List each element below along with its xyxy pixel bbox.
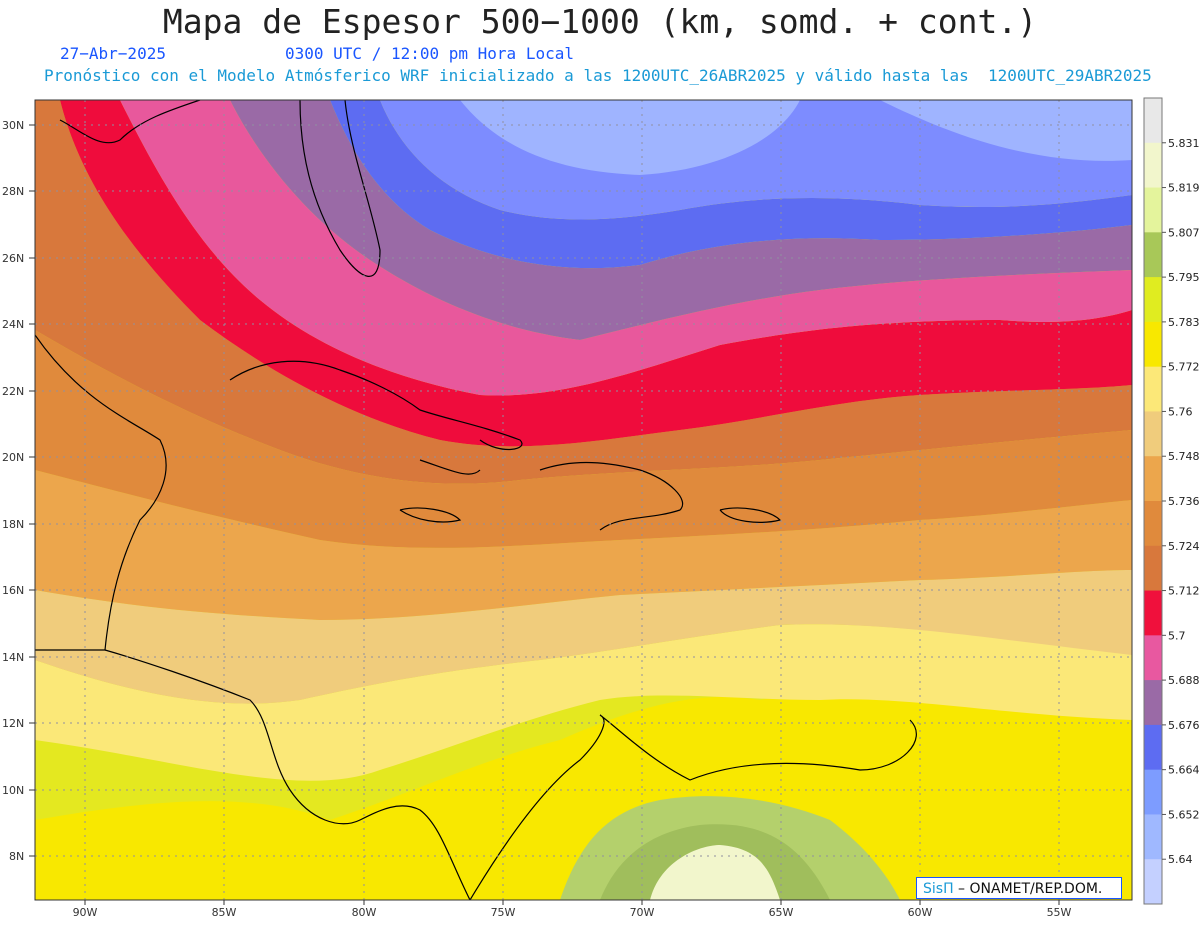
map-title: Mapa de Espesor 500−1000 (km, somd. + co…	[162, 2, 1038, 41]
band-purple	[230, 100, 1132, 340]
lat-label: 8N	[9, 850, 24, 863]
lat-label: 22N	[2, 385, 24, 398]
lat-label: 14N	[2, 651, 24, 664]
lon-label: 70W	[630, 906, 655, 919]
lon-labels: 90W 85W 80W 75W 70W 65W 60W 55W	[73, 906, 1072, 919]
legend-swatch	[1144, 680, 1162, 726]
legend-swatch	[1144, 724, 1162, 771]
lat-label: 28N	[2, 185, 24, 198]
band-light-blue	[460, 100, 1132, 175]
legend-swatch	[1144, 635, 1162, 681]
lat-label: 10N	[2, 784, 24, 797]
lon-ticks	[84, 900, 1060, 905]
band-pink	[120, 100, 1132, 396]
legend-swatch	[1144, 232, 1162, 278]
legend-label: 5.64	[1168, 853, 1193, 866]
band-light-yellow	[35, 624, 1132, 781]
time-label: 0300 UTC / 12:00 pm Hora Local	[285, 44, 574, 63]
legend-label: 5.819	[1168, 182, 1200, 195]
legend-swatch	[1144, 277, 1162, 323]
lon-label: 55W	[1047, 906, 1072, 919]
lat-label: 20N	[2, 451, 24, 464]
legend-swatch	[1144, 545, 1162, 592]
legend-swatch	[1144, 187, 1162, 233]
legend-swatch	[1144, 590, 1162, 636]
forecast-label: Pronóstico con el Modelo Atmósferico WRF…	[44, 66, 1152, 85]
legend-swatch	[1144, 321, 1162, 368]
band-orange	[35, 330, 1132, 548]
legend-label: 5.652	[1168, 808, 1200, 821]
lon-label: 60W	[908, 906, 933, 919]
lat-label: 26N	[2, 252, 24, 265]
band-blue	[330, 100, 1132, 269]
lat-ticks	[29, 124, 35, 857]
lon-label: 75W	[491, 906, 516, 919]
legend-swatch	[1144, 411, 1162, 457]
lat-label: 18N	[2, 518, 24, 531]
legend-swatch	[1144, 98, 1162, 144]
band-light-orange	[35, 470, 1132, 620]
legend-label: 5.772	[1168, 361, 1200, 374]
lat-label: 16N	[2, 584, 24, 597]
legend-label: 5.807	[1168, 226, 1200, 239]
legend-swatch	[1144, 769, 1162, 815]
lon-label: 65W	[769, 906, 794, 919]
lat-label: 30N	[2, 119, 24, 132]
legend-label: 5.664	[1168, 764, 1200, 777]
legend-swatch	[1144, 456, 1162, 502]
legend-label: 5.831	[1168, 137, 1200, 150]
legend-label: 5.724	[1168, 540, 1200, 553]
credit-brand: SisΠ	[923, 881, 954, 897]
legend-label: 5.676	[1168, 719, 1200, 732]
legend-swatch	[1144, 814, 1162, 860]
map-frame	[34, 99, 1133, 901]
credit-box: SisΠ – ONAMET/REP.DOM.	[916, 877, 1122, 899]
legend-label: 5.7	[1168, 629, 1186, 642]
credit-org: – ONAMET/REP.DOM.	[953, 881, 1103, 897]
legend-label: 5.76	[1168, 405, 1193, 418]
legend-label: 5.712	[1168, 585, 1200, 598]
lat-label: 12N	[2, 717, 24, 730]
legend-label: 5.688	[1168, 674, 1200, 687]
legend-swatch	[1144, 501, 1162, 547]
band-pale-green	[650, 845, 780, 900]
legend-swatch	[1144, 142, 1162, 189]
legend-label: 5.783	[1168, 316, 1200, 329]
date-label: 27−Abr−2025	[60, 44, 166, 63]
legend-swatch	[1144, 859, 1162, 905]
band-red	[60, 100, 1132, 447]
color-legend: 5.831 5.819 5.807 5.795 5.783 5.772 5.76 5.748 5…	[1143, 97, 1200, 905]
legend-label: 5.748	[1168, 450, 1200, 463]
legend-swatches	[1144, 98, 1162, 905]
legend-label: 5.736	[1168, 495, 1200, 508]
lon-label: 80W	[352, 906, 377, 919]
band-tan	[35, 570, 1132, 704]
legend-labels: 5.831 5.819 5.807 5.795 5.783 5.772 5.76 5.748 5…	[1162, 137, 1200, 866]
lon-label: 90W	[73, 906, 98, 919]
legend-label: 5.795	[1168, 271, 1200, 284]
coastlines	[35, 100, 917, 900]
map-fill-bands	[35, 100, 1132, 900]
lat-labels: 30N 28N 26N 24N 22N 20N 18N 16N 14N 12N …	[2, 119, 24, 863]
graticule	[35, 100, 1132, 900]
lon-label: 85W	[212, 906, 237, 919]
legend-swatch	[1144, 366, 1162, 412]
lat-label: 24N	[2, 318, 24, 331]
